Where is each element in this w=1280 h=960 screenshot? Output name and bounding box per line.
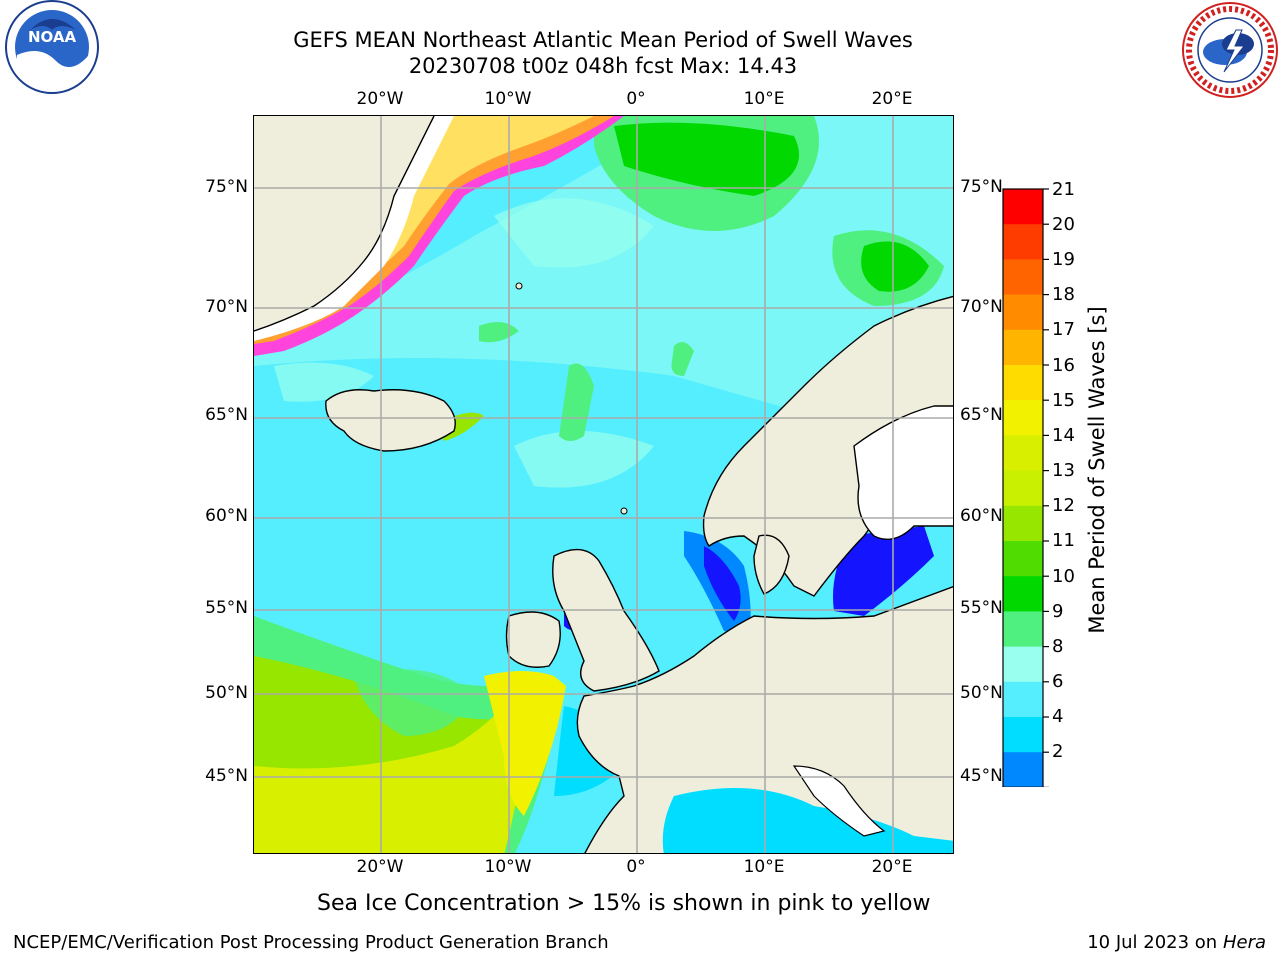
lat-tick-left: 75°N [205, 177, 248, 197]
colorbar-title: Mean Period of Swell Waves [s] [1085, 306, 1109, 634]
lat-tick-right: 55°N [960, 598, 1003, 618]
lon-tick-bottom: 10°E [743, 857, 785, 877]
colorbar-label: 14 [1052, 425, 1075, 446]
colorbar-segment [1003, 576, 1043, 612]
colorbar-label: 18 [1052, 284, 1075, 305]
lon-tick-top: 20°E [871, 89, 913, 109]
chart-subtitle: 20230708 t00z 048h fcst Max: 14.43 [408, 54, 798, 78]
colorbar-segment [1003, 470, 1043, 507]
lon-tick-bottom: 20°E [871, 857, 913, 877]
lon-tick-bottom: 20°W [356, 857, 404, 877]
map-caption: Sea Ice Concentration > 15% is shown in … [253, 891, 1027, 916]
colorbar-segment [1003, 294, 1043, 331]
colorbar-segment [1003, 224, 1043, 260]
lat-tick-right: 75°N [960, 177, 1003, 197]
colorbar-label: 17 [1052, 319, 1075, 340]
lat-tick-right: 50°N [960, 683, 1003, 703]
colorbar-label: 4 [1052, 706, 1064, 727]
colorbar-segment [1003, 681, 1043, 718]
footer-date: 10 Jul 2023 on Hera [1087, 932, 1266, 953]
lon-tick-top: 0° [626, 89, 646, 109]
lon-tick-bottom: 10°W [484, 857, 532, 877]
colorbar-label: 13 [1052, 460, 1075, 481]
colorbar-segment [1003, 365, 1043, 401]
colorbar-label: 15 [1052, 390, 1075, 411]
colorbar-segment [1003, 505, 1043, 542]
lat-tick-left: 70°N [205, 297, 248, 317]
colorbar-segment [1003, 541, 1043, 577]
colorbar-segment [1003, 717, 1043, 753]
lat-tick-right: 45°N [960, 766, 1003, 786]
lon-tick-bottom: 0° [626, 857, 646, 877]
lat-tick-left: 65°N [205, 405, 248, 425]
colorbar-segment [1003, 400, 1043, 436]
national-weather-service-logo [1182, 2, 1278, 98]
lon-tick-top: 20°W [356, 89, 404, 109]
colorbar-label: 8 [1052, 636, 1064, 657]
lat-tick-left: 60°N [205, 506, 248, 526]
colorbar-segment [1003, 329, 1043, 366]
colorbar-segment [1003, 189, 1043, 225]
colorbar-segment [1003, 611, 1043, 648]
lon-tick-top: 10°E [743, 89, 785, 109]
colorbar-label: 16 [1052, 355, 1075, 376]
lat-tick-left: 50°N [205, 683, 248, 703]
lat-tick-right: 60°N [960, 506, 1003, 526]
colorbar-segment [1003, 259, 1043, 296]
colorbar-label: 11 [1052, 530, 1075, 551]
colorbar-segment [1003, 646, 1043, 683]
colorbar-label: 20 [1052, 214, 1075, 235]
lat-tick-right: 65°N [960, 405, 1003, 425]
chart-title: GEFS MEAN Northeast Atlantic Mean Period… [293, 28, 913, 52]
swell-period-map [253, 115, 954, 854]
colorbar-label: 2 [1052, 741, 1064, 762]
lat-tick-left: 45°N [205, 766, 248, 786]
colorbar-label: 21 [1052, 179, 1075, 200]
lat-tick-left: 55°N [205, 598, 248, 618]
lon-tick-top: 10°W [484, 89, 532, 109]
colorbar-label: 10 [1052, 566, 1075, 587]
colorbar-frame [1002, 188, 1044, 787]
footer-organization: NCEP/EMC/Verification Post Processing Pr… [13, 932, 609, 953]
colorbar-label: 9 [1052, 601, 1064, 622]
noaa-logo: NOAA [5, 0, 99, 94]
colorbar-label: 12 [1052, 495, 1075, 516]
caption-text: Sea Ice Concentration > 15% is shown in … [317, 891, 931, 916]
lat-tick-right: 70°N [960, 297, 1003, 317]
svg-text:NOAA: NOAA [28, 28, 77, 46]
colorbar-segment [1003, 752, 1043, 787]
footer-host: Hera [1222, 932, 1266, 953]
colorbar-label: 6 [1052, 671, 1064, 692]
colorbar-segment [1003, 435, 1043, 472]
colorbar-label: 19 [1052, 249, 1075, 270]
colorbar [1001, 188, 1049, 787]
footer-date-text: 10 Jul 2023 on [1087, 932, 1223, 953]
